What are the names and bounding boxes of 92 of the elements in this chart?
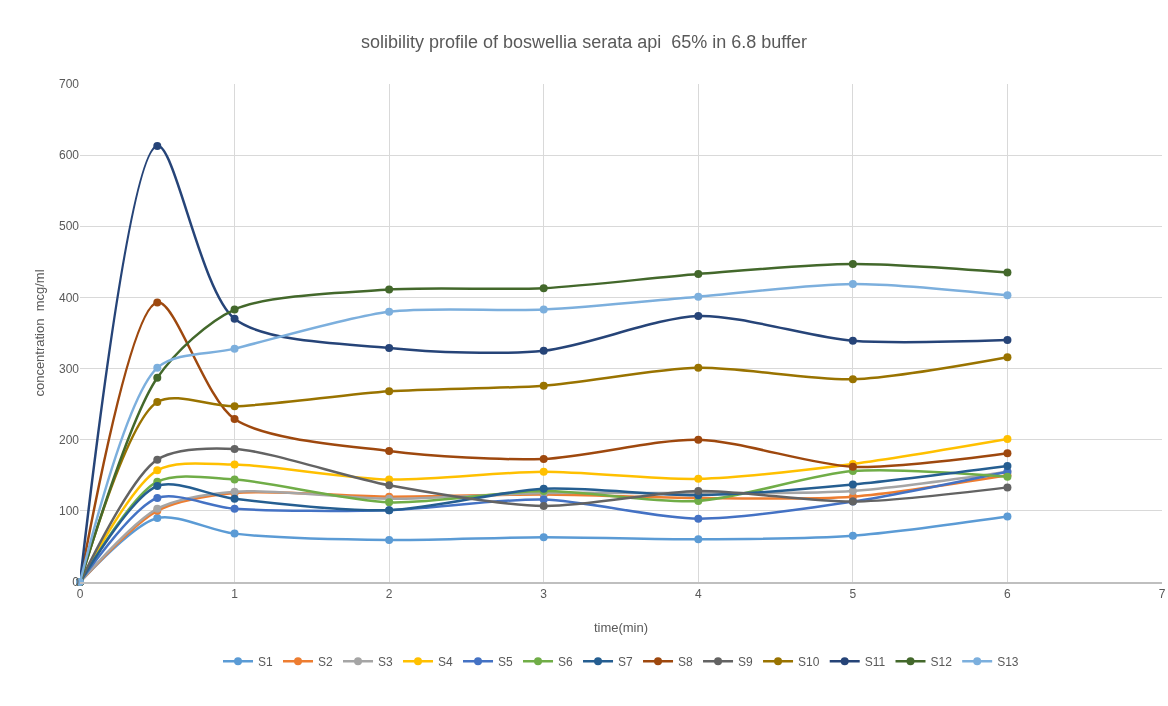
point	[539, 533, 548, 542]
point	[848, 279, 857, 288]
point	[539, 346, 548, 355]
point	[694, 292, 703, 301]
legend-label: S13	[997, 654, 1019, 669]
point	[1003, 462, 1012, 471]
point	[694, 269, 703, 278]
point	[153, 298, 162, 307]
x-tick-label: 7	[1158, 587, 1166, 602]
point	[694, 474, 703, 483]
y-axis-title: concentration mcg/ml	[32, 269, 47, 397]
point	[848, 259, 857, 268]
y-tick-label: 100	[58, 504, 80, 519]
legend-label: S4	[438, 654, 454, 669]
point	[1003, 449, 1012, 458]
x-tick-label: 4	[694, 587, 702, 602]
point	[385, 343, 394, 352]
x-tick-label: 1	[231, 587, 239, 602]
legend-label: S5	[498, 654, 514, 669]
y-tick-label: 300	[58, 361, 80, 376]
point	[848, 486, 857, 495]
point	[539, 305, 548, 314]
y-tick-label: 400	[58, 290, 80, 305]
point	[385, 285, 394, 294]
x-tick-label: 2	[385, 587, 393, 602]
point	[153, 363, 162, 372]
point	[385, 536, 394, 545]
y-tick-label: 700	[58, 77, 80, 92]
point	[230, 504, 239, 513]
point	[694, 514, 703, 523]
point	[385, 481, 394, 490]
point	[539, 284, 548, 293]
point	[848, 336, 857, 345]
legend-label: S10	[798, 654, 820, 669]
point	[230, 475, 239, 484]
legend-label: S2	[318, 654, 334, 669]
point	[230, 529, 239, 538]
point	[694, 535, 703, 544]
point	[1003, 268, 1012, 277]
legend-label: S9	[738, 654, 754, 669]
point	[230, 305, 239, 314]
point	[848, 480, 857, 489]
point	[1003, 353, 1012, 362]
point	[153, 481, 162, 490]
point	[539, 381, 548, 390]
x-tick-label: 5	[849, 587, 857, 602]
point	[230, 444, 239, 453]
point	[230, 415, 239, 424]
point	[539, 495, 548, 504]
y-tick-label: 500	[58, 219, 80, 234]
legend-label: S1	[258, 654, 273, 669]
point	[153, 513, 162, 522]
point	[230, 494, 239, 503]
point	[153, 141, 162, 150]
point	[1003, 483, 1012, 492]
legend-label: S6	[558, 654, 574, 669]
point	[385, 387, 394, 396]
point	[1003, 291, 1012, 300]
point	[153, 398, 162, 407]
point	[694, 311, 703, 320]
point	[230, 460, 239, 469]
point	[230, 402, 239, 411]
y-tick-label: 200	[58, 432, 80, 447]
x-tick-label: 6	[1004, 587, 1012, 602]
point	[230, 344, 239, 353]
chart-title: solibility profile of boswellia serata api 65% in 6.8 buffer	[361, 31, 807, 52]
point	[848, 531, 857, 540]
point	[539, 501, 548, 510]
y-tick-label: 600	[58, 148, 80, 163]
x-axis-title: time(min)	[593, 620, 649, 635]
legend-label: S11	[864, 654, 886, 669]
legend-label: S8	[678, 654, 694, 669]
legend-label: S3	[378, 654, 394, 669]
point	[385, 447, 394, 456]
point	[153, 455, 162, 464]
point	[1003, 336, 1012, 345]
point	[694, 435, 703, 444]
point	[1003, 435, 1012, 443]
point	[539, 454, 548, 463]
legend-label: S12	[930, 654, 953, 669]
point	[539, 467, 548, 476]
point	[153, 373, 162, 382]
x-tick-label: 3	[540, 587, 548, 602]
point	[1003, 512, 1012, 521]
point	[385, 307, 394, 316]
point	[385, 498, 394, 507]
legend-label: S7	[618, 654, 634, 669]
point	[153, 466, 162, 475]
point	[694, 363, 703, 372]
point	[153, 494, 162, 503]
point	[230, 314, 239, 323]
point	[848, 375, 857, 384]
